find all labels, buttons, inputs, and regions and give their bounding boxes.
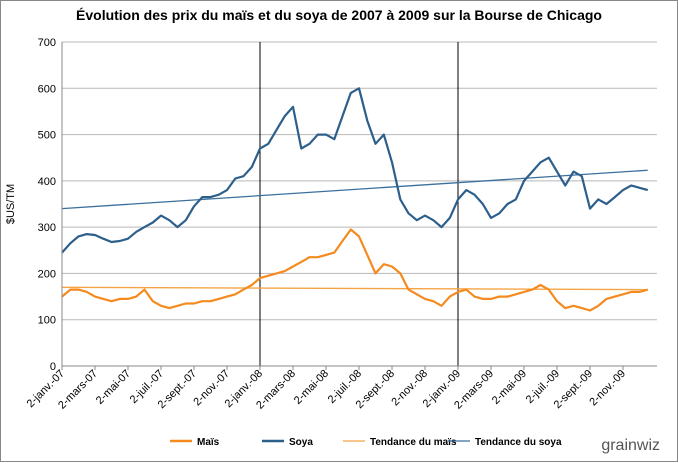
legend-label: Maïs bbox=[197, 437, 220, 448]
y-tick-label: 300 bbox=[38, 222, 56, 234]
legend: Maïs Soya Tendance du maïs Tendance du soya bbox=[170, 437, 562, 448]
y-tick-label: 500 bbox=[38, 130, 56, 142]
y-tick-label: 0 bbox=[50, 361, 56, 373]
trend-line bbox=[61, 286, 648, 291]
y-tick-label: 600 bbox=[38, 83, 56, 95]
legend-label: Soya bbox=[289, 437, 313, 448]
series-line bbox=[61, 228, 649, 312]
y-tick-label: 400 bbox=[38, 176, 56, 188]
series-line bbox=[61, 87, 649, 254]
chart-title: Évolution des prix du maïs et du soya de… bbox=[76, 7, 602, 23]
y-tick-label: 200 bbox=[38, 268, 56, 280]
legend-label: Tendance du soya bbox=[475, 437, 562, 448]
y-axis-label: $US/TM bbox=[5, 184, 17, 224]
legend-label: Tendance du maïs bbox=[370, 437, 457, 448]
y-tick-label: 100 bbox=[38, 315, 56, 327]
trend-line bbox=[61, 169, 648, 210]
watermark: grainwiz bbox=[601, 437, 660, 454]
y-tick-label: 700 bbox=[38, 37, 56, 49]
plot bbox=[61, 87, 649, 312]
